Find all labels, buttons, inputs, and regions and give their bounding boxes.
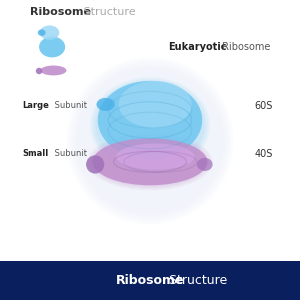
Ellipse shape	[119, 81, 192, 128]
Text: Subunit: Subunit	[52, 149, 87, 158]
Text: Large: Large	[22, 101, 49, 110]
Text: 60S: 60S	[254, 101, 273, 111]
Ellipse shape	[69, 60, 231, 222]
Ellipse shape	[40, 26, 59, 40]
Ellipse shape	[86, 155, 104, 174]
Ellipse shape	[197, 158, 213, 171]
Ellipse shape	[67, 57, 233, 224]
Ellipse shape	[36, 68, 42, 74]
Text: Subunit: Subunit	[52, 101, 87, 110]
Ellipse shape	[77, 68, 223, 214]
Ellipse shape	[116, 143, 194, 170]
Ellipse shape	[72, 63, 228, 219]
Text: 40S: 40S	[254, 149, 273, 159]
Text: Eukaryotic: Eukaryotic	[168, 42, 227, 52]
Ellipse shape	[94, 80, 206, 170]
Ellipse shape	[74, 65, 226, 217]
Ellipse shape	[87, 133, 213, 190]
Ellipse shape	[39, 37, 65, 57]
Ellipse shape	[92, 79, 208, 172]
Text: Structure: Structure	[80, 7, 135, 16]
Ellipse shape	[91, 136, 209, 188]
Ellipse shape	[38, 29, 46, 36]
Ellipse shape	[89, 134, 211, 189]
Text: Small: Small	[22, 149, 48, 158]
Text: Ribosome: Ribosome	[30, 7, 91, 16]
Ellipse shape	[96, 82, 204, 169]
Ellipse shape	[90, 77, 210, 173]
Ellipse shape	[98, 81, 202, 159]
Ellipse shape	[93, 138, 207, 185]
Text: Ribosome: Ribosome	[219, 42, 271, 52]
Ellipse shape	[97, 98, 115, 111]
Text: Ribosome: Ribosome	[116, 274, 184, 287]
Ellipse shape	[93, 137, 207, 187]
Text: Structure: Structure	[165, 274, 228, 287]
Ellipse shape	[40, 65, 67, 75]
FancyBboxPatch shape	[0, 261, 300, 300]
